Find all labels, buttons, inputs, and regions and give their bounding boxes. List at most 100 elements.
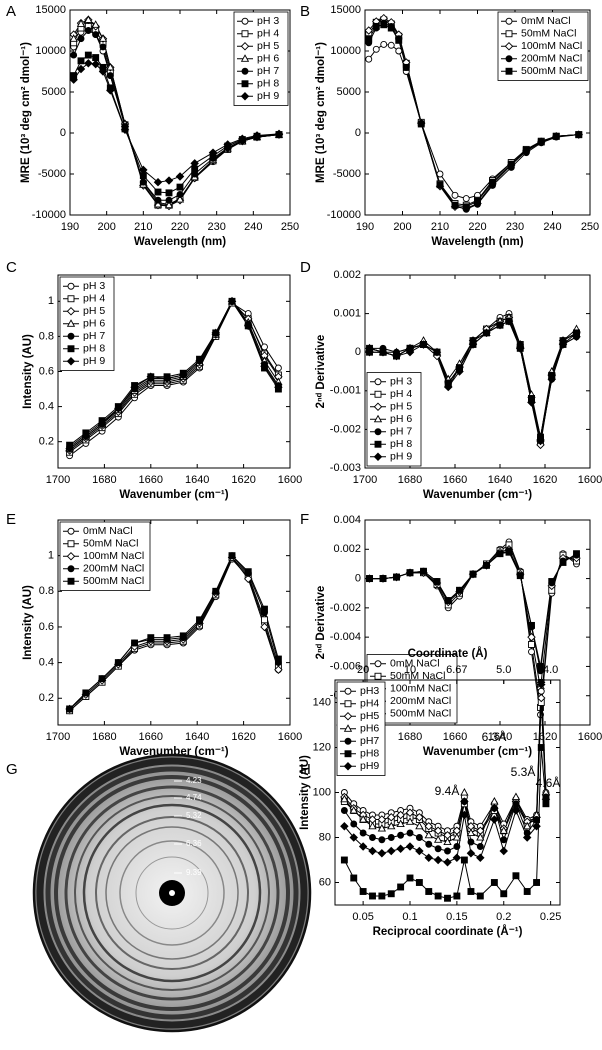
legend-label: pH 4 (257, 28, 279, 40)
y-tick-label: 0.6 (39, 621, 54, 633)
marker (573, 550, 580, 558)
y-tick-label: -0.006 (330, 660, 361, 672)
marker (433, 578, 441, 585)
marker (98, 34, 108, 42)
marker (482, 328, 491, 338)
y-tick-label: 0.002 (333, 543, 361, 555)
marker (241, 80, 249, 88)
plot: 190 200 210 220 230 240 250 -10000 -5000 0 5000 100… (20, 4, 299, 248)
marker (106, 86, 115, 95)
legend-label: pH4 (360, 698, 379, 710)
marker (476, 892, 484, 900)
y-tick-label: 100 (313, 786, 331, 798)
y-tick-label: -0.002 (330, 423, 361, 435)
legend-label: pH 5 (83, 305, 105, 317)
marker (374, 660, 382, 668)
marker (66, 319, 76, 327)
legend-label: 200mM NaCl (521, 53, 582, 65)
marker (165, 196, 173, 204)
legend-label: pH 5 (257, 40, 279, 52)
x2-tick-label: 4.0 (543, 664, 558, 676)
x2-tick-label: 6.67 (446, 664, 467, 676)
y-tick-label: -5000 (333, 168, 361, 180)
marker (466, 849, 476, 858)
marker (443, 837, 452, 846)
ring-label: 5.32 (186, 811, 202, 820)
y-tick-label: 0.4 (39, 657, 54, 669)
legend-label: 500mM NaCl (521, 65, 582, 77)
marker (377, 815, 387, 824)
marker (67, 527, 75, 535)
marker (365, 344, 374, 353)
y-tick-label: 1 (48, 295, 54, 307)
y-tick-label: 15000 (330, 4, 361, 16)
x-axis-label: Wavelength (nm) (431, 236, 523, 248)
y-tick-label: 0.001 (333, 308, 361, 320)
marker (349, 805, 358, 814)
marker (490, 796, 499, 805)
x-axis-label: Wavelength (nm) (134, 236, 226, 248)
x-tick-label: 1660 (443, 731, 467, 743)
y-axis-label: Intensity (AU) (22, 334, 34, 409)
marker (537, 693, 546, 703)
marker (387, 24, 395, 32)
legend-label: pH7 (360, 735, 379, 747)
marker (505, 548, 513, 556)
marker (98, 675, 106, 683)
marker (433, 826, 443, 835)
marker (77, 35, 85, 43)
y-tick-label: -0.003 (330, 462, 361, 474)
marker (81, 432, 91, 441)
annotation: 4.6Å (536, 775, 561, 790)
y-tick-label: 10000 (330, 45, 361, 57)
marker (496, 550, 504, 558)
legend-label: 100mM NaCl (83, 550, 144, 562)
marker (499, 826, 508, 834)
legend-label: pH 4 (390, 388, 412, 400)
marker (405, 842, 415, 851)
panel-letter: B (300, 3, 310, 20)
marker (433, 855, 443, 865)
marker (432, 347, 442, 357)
x-tick-label: 0.25 (540, 911, 561, 923)
legend-label: pH 6 (390, 413, 412, 425)
x-tick-label: 1620 (533, 731, 557, 743)
y-tick-label: 60 (319, 876, 331, 888)
x-tick-label: 1640 (185, 474, 209, 486)
marker (374, 428, 382, 436)
x-axis-label: Wavenumber (cm⁻¹) (119, 746, 228, 758)
marker (460, 798, 468, 805)
marker (66, 552, 76, 561)
marker (153, 177, 163, 187)
ring-label: 4.23 (186, 776, 202, 785)
marker (415, 846, 424, 856)
panel-letter: H (300, 761, 311, 778)
marker (92, 54, 100, 62)
marker (261, 605, 268, 613)
marker (512, 800, 520, 808)
marker (453, 892, 461, 900)
marker (175, 194, 185, 203)
x-tick-label: 200 (97, 221, 115, 233)
marker (195, 356, 204, 366)
x-axis-label: Reciprocal coordinate (Å⁻¹) (373, 925, 523, 938)
series-group (65, 552, 283, 715)
x-tick-label: 250 (581, 221, 599, 233)
marker (434, 845, 442, 853)
marker (424, 830, 433, 839)
marker (415, 834, 423, 841)
x-tick-label: 1600 (578, 474, 602, 486)
marker (387, 846, 396, 856)
y-tick-label: 5000 (42, 86, 66, 98)
marker (444, 847, 451, 855)
legend-label: pH 8 (257, 78, 279, 90)
marker (241, 17, 249, 25)
x-tick-label: 250 (281, 221, 299, 233)
x-tick-label: 1640 (488, 731, 512, 743)
marker (359, 888, 367, 895)
x-tick-label: 1600 (578, 731, 602, 743)
legend: pH 3pH 4pH 5pH 6pH 7pH 8pH 9 (366, 372, 422, 467)
legend-label: pH 9 (390, 451, 412, 463)
